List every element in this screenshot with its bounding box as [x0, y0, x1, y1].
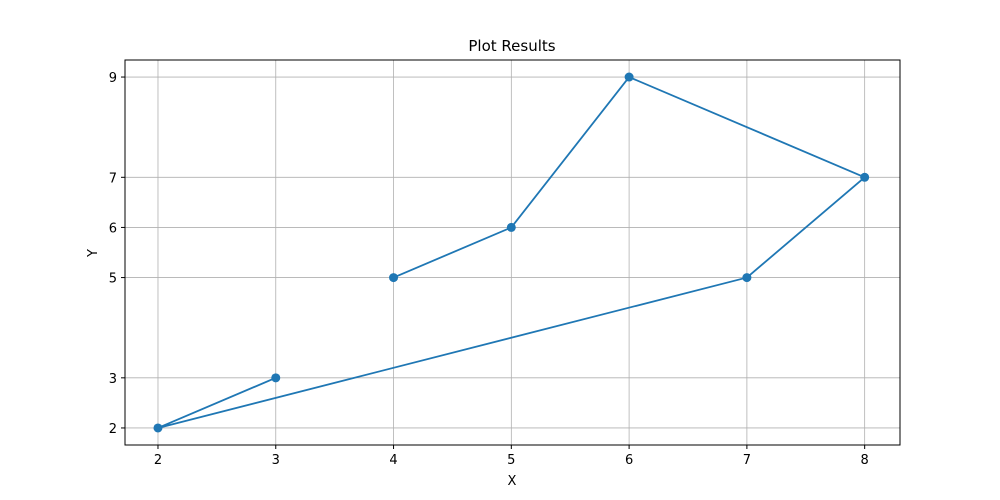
- x-tick-label: 7: [743, 453, 751, 468]
- series-layer: [153, 72, 870, 433]
- data-point: [860, 172, 870, 182]
- y-tick-label: 9: [109, 71, 117, 86]
- x-tick-label: 4: [389, 453, 397, 468]
- y-axis-label: Y: [86, 249, 101, 258]
- x-tick-label: 8: [861, 453, 869, 468]
- y-tick-label: 6: [109, 221, 117, 236]
- grid-layer: [125, 60, 900, 445]
- data-point: [506, 222, 516, 232]
- y-tick-label: 2: [109, 422, 117, 437]
- x-tick-label: 2: [154, 453, 162, 468]
- x-tick-label: 3: [272, 453, 280, 468]
- y-tick-label: 5: [109, 272, 117, 287]
- chart-title: Plot Results: [468, 37, 555, 55]
- data-point: [389, 273, 399, 283]
- ticks-layer: 2 3 4 5 6 7 8 2 3 5 6 7 9: [109, 71, 869, 468]
- data-point: [153, 423, 163, 433]
- x-tick-label: 5: [507, 453, 515, 468]
- plot-area-frame: [124, 59, 901, 446]
- data-point: [271, 373, 281, 383]
- y-tick-label: 3: [109, 372, 117, 387]
- x-axis-label: X: [508, 474, 517, 489]
- data-point: [624, 72, 634, 82]
- y-tick-label: 7: [109, 171, 117, 186]
- data-point: [742, 273, 752, 283]
- x-tick-label: 6: [625, 453, 633, 468]
